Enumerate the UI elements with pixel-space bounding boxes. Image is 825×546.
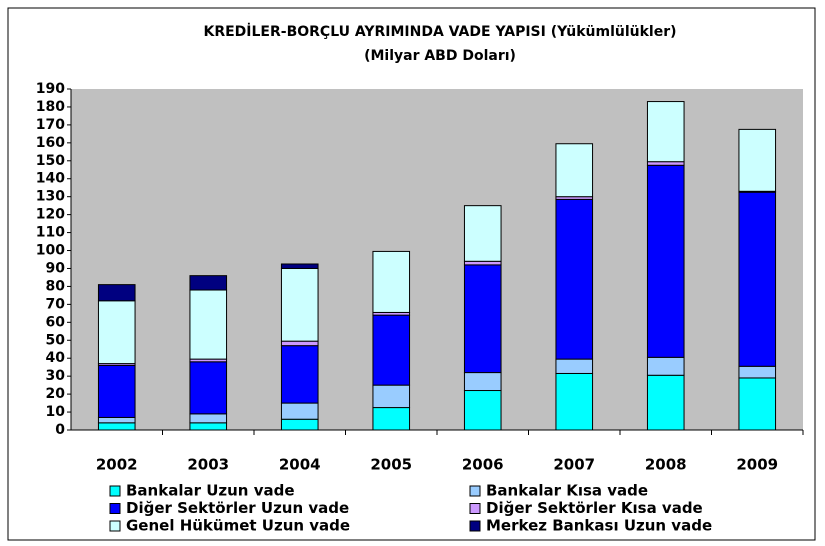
bar-segment <box>97 284 136 302</box>
y-tick-label: 170 <box>36 117 65 133</box>
bar-segment <box>189 289 228 360</box>
bar-segment <box>97 364 136 418</box>
bar-segment <box>555 143 594 198</box>
bar-segment <box>372 384 411 409</box>
legend-swatch <box>469 503 481 514</box>
bar-segment <box>280 402 319 420</box>
x-tick-label: 2003 <box>187 456 229 474</box>
y-tick-label: 100 <box>36 243 65 259</box>
bar-segment <box>738 128 777 192</box>
bar-segment <box>555 358 594 374</box>
y-tick-label: 50 <box>46 332 66 348</box>
y-tick-label: 180 <box>36 99 65 115</box>
legend-swatch <box>469 520 481 532</box>
x-tick-label: 2008 <box>645 456 687 474</box>
bar-segment <box>463 372 502 392</box>
y-tick-label: 30 <box>46 368 66 384</box>
bar-segment <box>555 198 594 360</box>
legend-label: Merkez Bankası Uzun vade <box>486 517 712 535</box>
bar-segment <box>372 314 411 386</box>
y-tick-label: 190 <box>36 81 65 97</box>
bar-segment <box>372 250 411 313</box>
bar-segment <box>280 418 319 431</box>
x-tick-label: 2007 <box>553 456 595 474</box>
bar-segment <box>280 345 319 404</box>
bar-segment <box>189 275 228 291</box>
bar-segment <box>738 191 777 367</box>
legend-label: Bankalar Uzun vade <box>126 482 295 500</box>
bar-segment <box>97 300 136 365</box>
bar-segment <box>646 164 685 358</box>
legend-swatch <box>109 485 121 497</box>
x-tick-label: 2005 <box>370 456 412 474</box>
bar-segment <box>555 372 594 431</box>
y-tick-label: 120 <box>36 207 65 223</box>
bar-segment <box>280 340 319 347</box>
bar-segment <box>738 377 777 431</box>
bar-segment <box>372 407 411 431</box>
legend-swatch <box>109 503 121 514</box>
y-tick-label: 140 <box>36 171 65 187</box>
y-tick-label: 110 <box>36 225 65 241</box>
y-tick-label: 0 <box>55 422 65 438</box>
bar-segment <box>280 263 319 269</box>
bar-segment <box>463 260 502 266</box>
y-tick-label: 130 <box>36 189 65 205</box>
x-tick-label: 2009 <box>736 456 778 474</box>
bar-segment <box>646 356 685 376</box>
bar-segment <box>189 422 228 431</box>
bar-segment <box>97 422 136 431</box>
legend-label: Diğer Sektörler Kısa vade <box>486 499 703 517</box>
bar-segment <box>189 361 228 415</box>
y-tick-label: 40 <box>46 350 66 366</box>
bar-segment <box>280 267 319 342</box>
y-tick-label: 150 <box>36 153 65 169</box>
y-tick-label: 20 <box>46 386 66 402</box>
legend-label: Diğer Sektörler Uzun vade <box>126 499 349 517</box>
y-tick-label: 80 <box>46 278 66 294</box>
bar-segment <box>646 374 685 431</box>
legend-swatch <box>109 520 121 532</box>
legend-swatch <box>469 485 481 497</box>
bar-segment <box>463 264 502 374</box>
y-tick-label: 10 <box>46 404 66 420</box>
bar-segment <box>646 161 685 166</box>
bar-segment <box>646 101 685 163</box>
legend-label: Genel Hükümet Uzun vade <box>126 517 350 535</box>
legend-label: Bankalar Kısa vade <box>486 482 648 500</box>
chart-subtitle: (Milyar ABD Doları) <box>364 48 516 64</box>
bar-segment <box>463 390 502 431</box>
y-tick-label: 90 <box>46 260 66 276</box>
plot-area <box>71 89 803 430</box>
bar-segment <box>97 416 136 424</box>
bar-segment <box>189 413 228 424</box>
x-tick-label: 2004 <box>279 456 321 474</box>
bar-segment <box>738 365 777 379</box>
x-tick-label: 2006 <box>462 456 504 474</box>
chart-title: KREDİLER-BORÇLU AYRIMINDA VADE YAPISI (Y… <box>203 23 676 40</box>
y-tick-label: 60 <box>46 314 66 330</box>
x-tick-label: 2002 <box>96 456 138 474</box>
y-tick-label: 70 <box>46 296 66 312</box>
bar-segment <box>463 205 502 262</box>
y-tick-label: 160 <box>36 135 65 151</box>
